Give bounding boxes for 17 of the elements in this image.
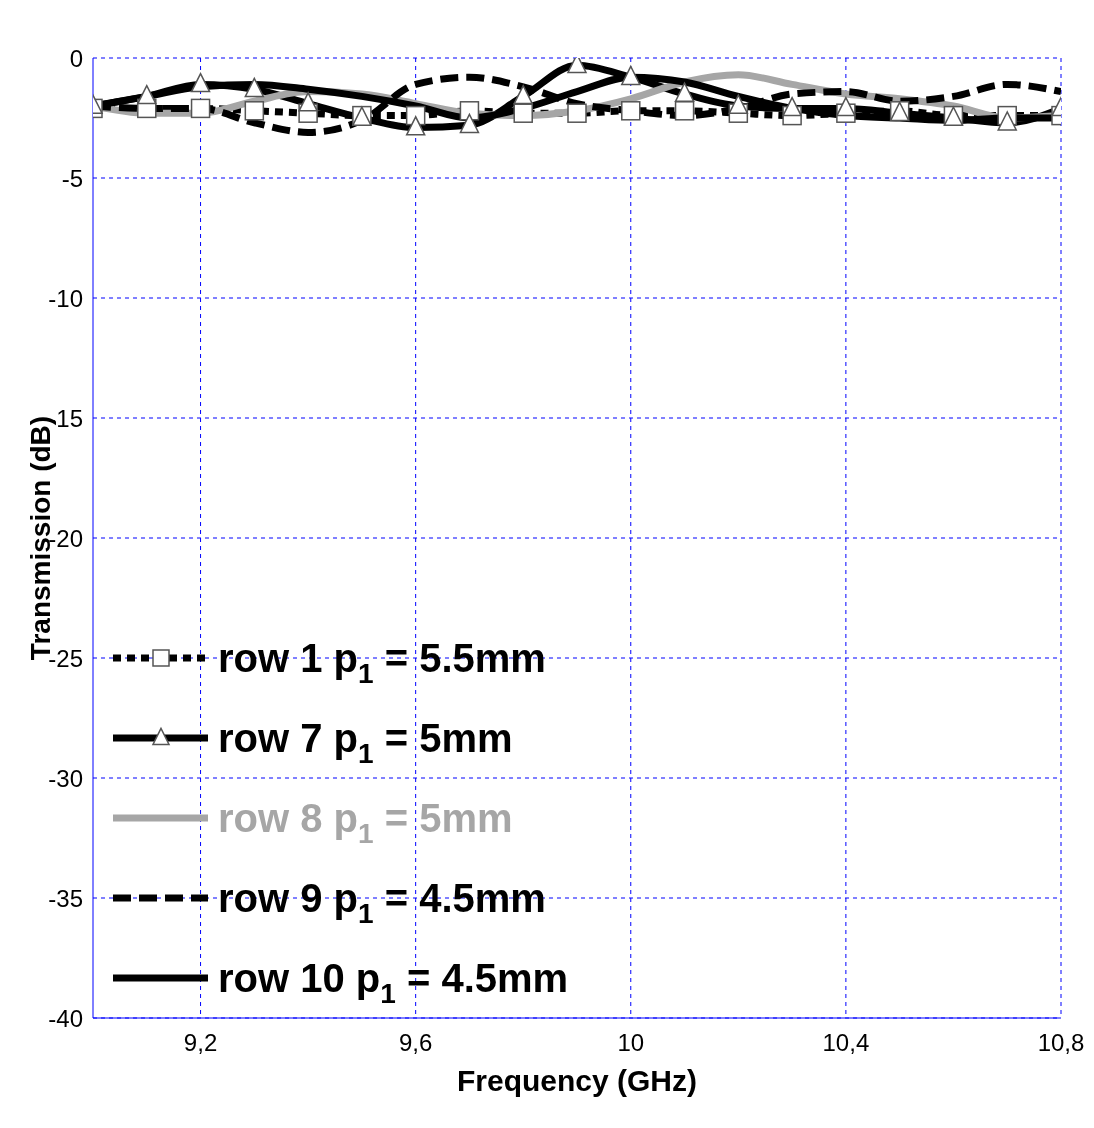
legend-label: row 8 p$_{1}$ = 5mm (218, 796, 513, 850)
x-tick-label: 10,4 (822, 1029, 870, 1057)
legend-label: row 7 p$_{1}$ = 5mm (218, 716, 513, 770)
y-tick-label: -30 (48, 764, 83, 792)
y-tick-label: -5 (61, 164, 83, 192)
y-tick-label: 0 (69, 44, 83, 72)
x-tick-label: 10 (617, 1029, 645, 1057)
y-tick-label: -10 (48, 284, 83, 312)
y-tick-label: -40 (48, 1004, 83, 1032)
y-tick-label: -35 (48, 884, 83, 912)
legend-label: row 10 p$_{1}$ = 4.5mm (218, 956, 569, 1010)
x-tick-label: 9,6 (398, 1029, 433, 1057)
x-tick-label: 9,2 (183, 1029, 218, 1057)
x-axis-title: Frequency (GHz) (456, 1064, 698, 1098)
x-tick-label: 10,8 (1037, 1029, 1085, 1057)
legend-label: row 9 p$_{1}$ = 4.5mm (218, 876, 546, 930)
legend-label: row 1 p$_{1}$ = 5.5mm (218, 636, 546, 690)
